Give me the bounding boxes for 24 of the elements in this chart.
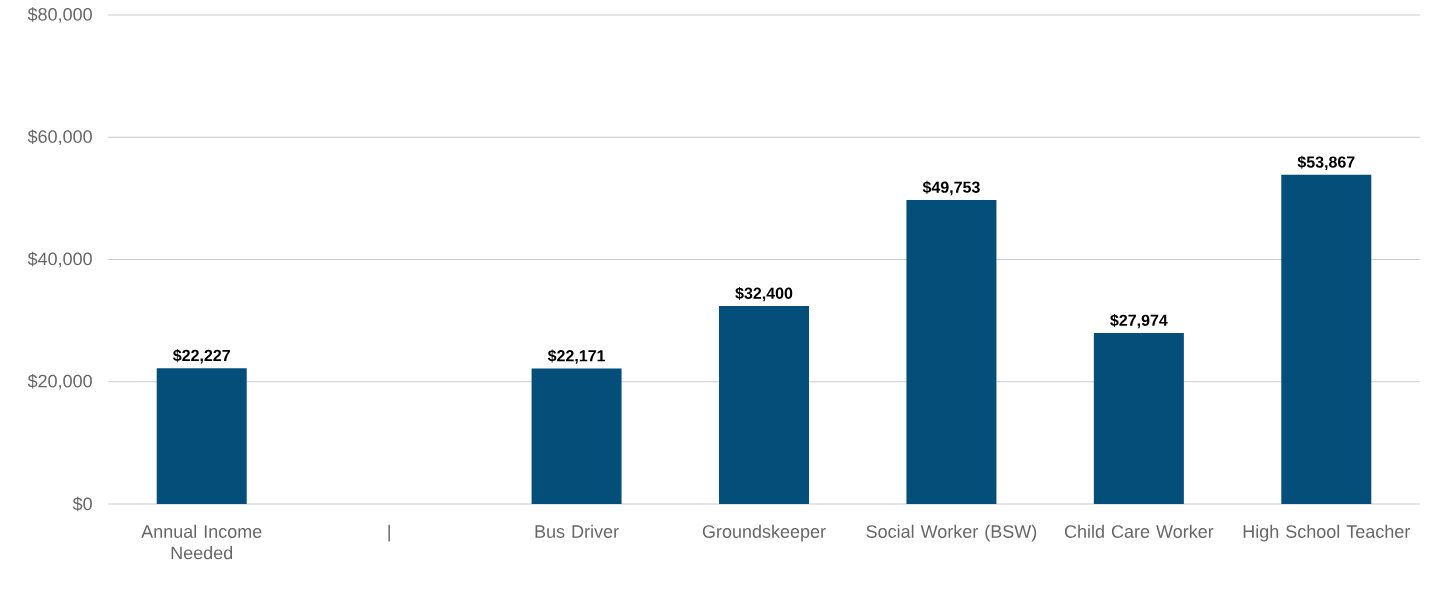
x-tick-label: | <box>388 524 390 542</box>
bar <box>906 199 997 504</box>
data-label: $32,400 <box>735 286 793 302</box>
y-tick-label: $40,000 <box>27 251 92 268</box>
bar <box>719 305 809 504</box>
bar <box>1281 174 1372 504</box>
data-label: $27,974 <box>1110 313 1168 329</box>
data-label: $53,867 <box>1297 155 1355 171</box>
y-tick-label: $20,000 <box>27 373 92 390</box>
x-tick-label: Annual Income Needed <box>141 524 262 560</box>
x-tick-label: Social Worker (BSW) <box>866 524 1037 542</box>
y-tick-label: $0 <box>72 496 92 512</box>
bar <box>156 368 247 504</box>
x-tick-label: Groundskeeper <box>702 524 826 542</box>
data-label: $22,171 <box>547 349 606 364</box>
data-label: $49,753 <box>922 180 980 196</box>
bar <box>1093 333 1184 504</box>
data-label: $22,227 <box>173 349 230 364</box>
bar <box>531 368 622 504</box>
y-tick-label: $80,000 <box>27 7 92 23</box>
x-tick-label: Child Care Worker <box>1064 524 1214 538</box>
y-tick-label: $60,000 <box>27 129 92 146</box>
x-tick-label: High School Teacher <box>1243 524 1410 542</box>
x-tick-label: Bus Driver <box>535 524 619 538</box>
